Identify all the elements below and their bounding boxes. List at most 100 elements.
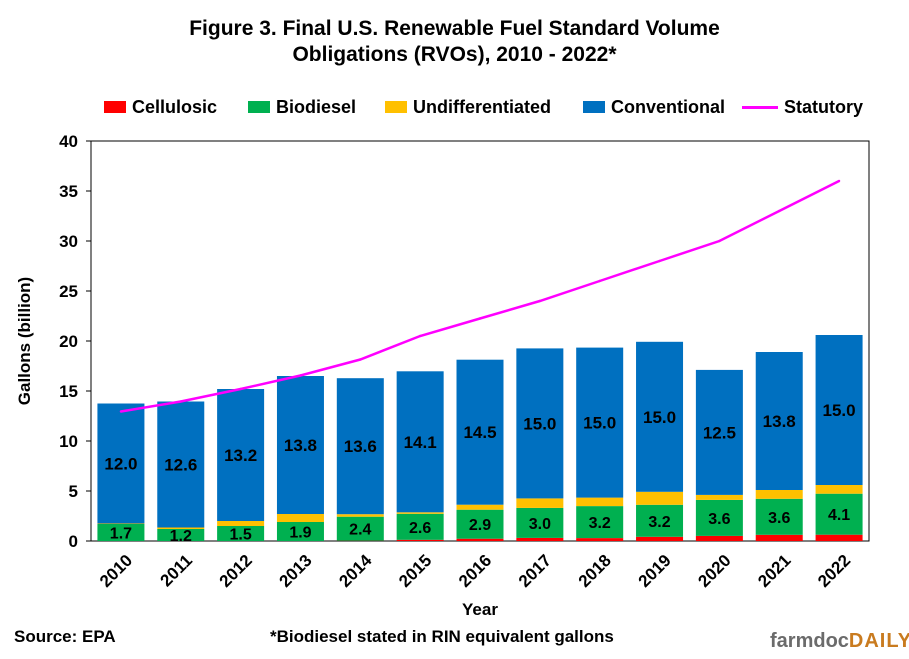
point-statutory bbox=[837, 179, 841, 183]
bar-undifferentiated bbox=[636, 491, 684, 505]
bar-undifferentiated bbox=[815, 485, 863, 494]
bar-conventional bbox=[276, 376, 324, 514]
legend-swatch-statutory bbox=[742, 105, 778, 109]
y-tick-label: 15 bbox=[59, 382, 78, 401]
point-statutory bbox=[359, 358, 362, 361]
data-label-biodiesel: 1.5 bbox=[229, 527, 251, 544]
source-note: Source: EPA bbox=[14, 627, 116, 646]
bar-cellulosic bbox=[695, 535, 743, 541]
bar-conventional bbox=[456, 359, 504, 505]
data-label-biodiesel: 1.2 bbox=[170, 528, 192, 545]
x-tick-label: 2011 bbox=[156, 551, 196, 591]
bar-conventional bbox=[516, 348, 564, 499]
bar-cellulosic bbox=[636, 536, 684, 541]
chart-title-line-1: Figure 3. Final U.S. Renewable Fuel Stan… bbox=[189, 17, 720, 40]
bar-biodiesel bbox=[516, 507, 564, 538]
bar-undifferentiated bbox=[576, 497, 624, 507]
bar-biodiesel bbox=[97, 524, 145, 541]
data-label-conventional: 13.8 bbox=[763, 412, 796, 431]
legend-item-conventional: Conventional bbox=[583, 96, 725, 118]
legend-label-cellulosic: Cellulosic bbox=[132, 96, 218, 117]
point-statutory bbox=[239, 387, 242, 391]
brand-logo: farmdocDAILY bbox=[770, 630, 909, 653]
bar-undifferentiated bbox=[695, 494, 743, 500]
bar-conventional bbox=[636, 341, 684, 492]
bar-biodiesel bbox=[456, 509, 504, 539]
bar-biodiesel bbox=[695, 499, 743, 536]
bar-conventional bbox=[815, 335, 863, 485]
data-label-biodiesel: 4.1 bbox=[828, 507, 850, 524]
bar-conventional bbox=[217, 389, 265, 521]
x-tick-label: 2012 bbox=[216, 551, 256, 591]
point-statutory bbox=[478, 317, 482, 320]
x-tick-label: 2021 bbox=[754, 551, 794, 591]
y-tick-label: 25 bbox=[59, 282, 78, 301]
data-label-conventional: 12.5 bbox=[703, 423, 736, 442]
x-tick-label: 2013 bbox=[276, 551, 316, 591]
data-label-biodiesel: 3.6 bbox=[768, 510, 790, 527]
data-label-conventional: 14.5 bbox=[463, 423, 496, 442]
legend-label-statutory: Statutory bbox=[784, 96, 864, 117]
legend-item-biodiesel: Biodiesel bbox=[248, 96, 356, 118]
x-axis-title: Year bbox=[462, 600, 498, 619]
legend-label-undifferentiated: Undifferentiated bbox=[413, 96, 552, 117]
bar-cellulosic bbox=[456, 538, 504, 541]
point-statutory bbox=[418, 334, 422, 338]
data-label-conventional: 14.1 bbox=[404, 433, 437, 452]
x-tick-label: 2022 bbox=[814, 551, 854, 591]
data-label-conventional: 13.2 bbox=[224, 446, 257, 465]
bar-cellulosic bbox=[516, 537, 564, 541]
legend-swatch-cellulosic bbox=[104, 101, 126, 113]
point-statutory bbox=[778, 209, 781, 213]
bar-cellulosic bbox=[396, 539, 444, 541]
chart-title: Figure 3. Final U.S. Renewable Fuel Stan… bbox=[0, 16, 909, 68]
point-statutory bbox=[119, 410, 123, 413]
bar-undifferentiated bbox=[97, 523, 145, 524]
brand-logo-part2: DAILY bbox=[848, 630, 909, 652]
data-label-biodiesel: 3.0 bbox=[529, 516, 551, 533]
chart-legend: Cellulosic Biodiesel Undifferentiated Co… bbox=[0, 96, 909, 118]
bar-undifferentiated bbox=[456, 504, 504, 510]
bar-conventional bbox=[336, 378, 384, 515]
x-tick-label: 2010 bbox=[96, 551, 136, 591]
x-tick-label: 2016 bbox=[455, 551, 495, 591]
y-tick-label: 30 bbox=[59, 232, 78, 251]
legend-item-cellulosic: Cellulosic bbox=[104, 96, 217, 118]
data-label-biodiesel: 2.4 bbox=[349, 522, 371, 539]
y-axis-title: Gallons (billion) bbox=[15, 277, 34, 405]
y-tick-label: 35 bbox=[59, 182, 78, 201]
x-tick-label: 2015 bbox=[395, 551, 435, 591]
x-tick-label: 2014 bbox=[335, 550, 376, 591]
legend-label-biodiesel: Biodiesel bbox=[276, 96, 357, 117]
point-statutory bbox=[658, 259, 661, 263]
y-tick-label: 40 bbox=[59, 132, 78, 151]
data-label-conventional: 15.0 bbox=[523, 414, 556, 433]
bar-cellulosic bbox=[576, 538, 624, 541]
legend-swatch-biodiesel bbox=[248, 101, 270, 113]
bar-biodiesel bbox=[336, 516, 384, 541]
bar-conventional bbox=[695, 369, 743, 495]
bar-undifferentiated bbox=[755, 490, 803, 499]
bar-biodiesel bbox=[396, 513, 444, 540]
data-label-biodiesel: 2.9 bbox=[469, 517, 491, 534]
x-tick-label: 2018 bbox=[575, 551, 615, 591]
point-statutory bbox=[179, 400, 182, 403]
data-label-conventional: 12.6 bbox=[164, 456, 197, 475]
legend-item-statutory: Statutory bbox=[742, 96, 863, 118]
bar-undifferentiated bbox=[336, 514, 384, 517]
y-tick-label: 0 bbox=[69, 532, 78, 551]
point-statutory bbox=[718, 239, 721, 243]
x-tick-label: 2017 bbox=[515, 551, 555, 591]
legend-item-undifferentiated: Undifferentiated bbox=[385, 96, 551, 118]
data-label-biodiesel: 2.6 bbox=[409, 520, 431, 537]
bar-undifferentiated bbox=[516, 498, 564, 508]
legend-label-conventional: Conventional bbox=[611, 96, 726, 117]
bar-cellulosic bbox=[815, 534, 863, 541]
bar-biodiesel bbox=[576, 506, 624, 539]
data-label-biodiesel: 3.2 bbox=[648, 514, 670, 531]
legend-swatch-conventional bbox=[583, 101, 605, 113]
bar-conventional bbox=[396, 371, 444, 513]
y-tick-label: 5 bbox=[69, 482, 78, 501]
bar-conventional bbox=[576, 347, 624, 498]
